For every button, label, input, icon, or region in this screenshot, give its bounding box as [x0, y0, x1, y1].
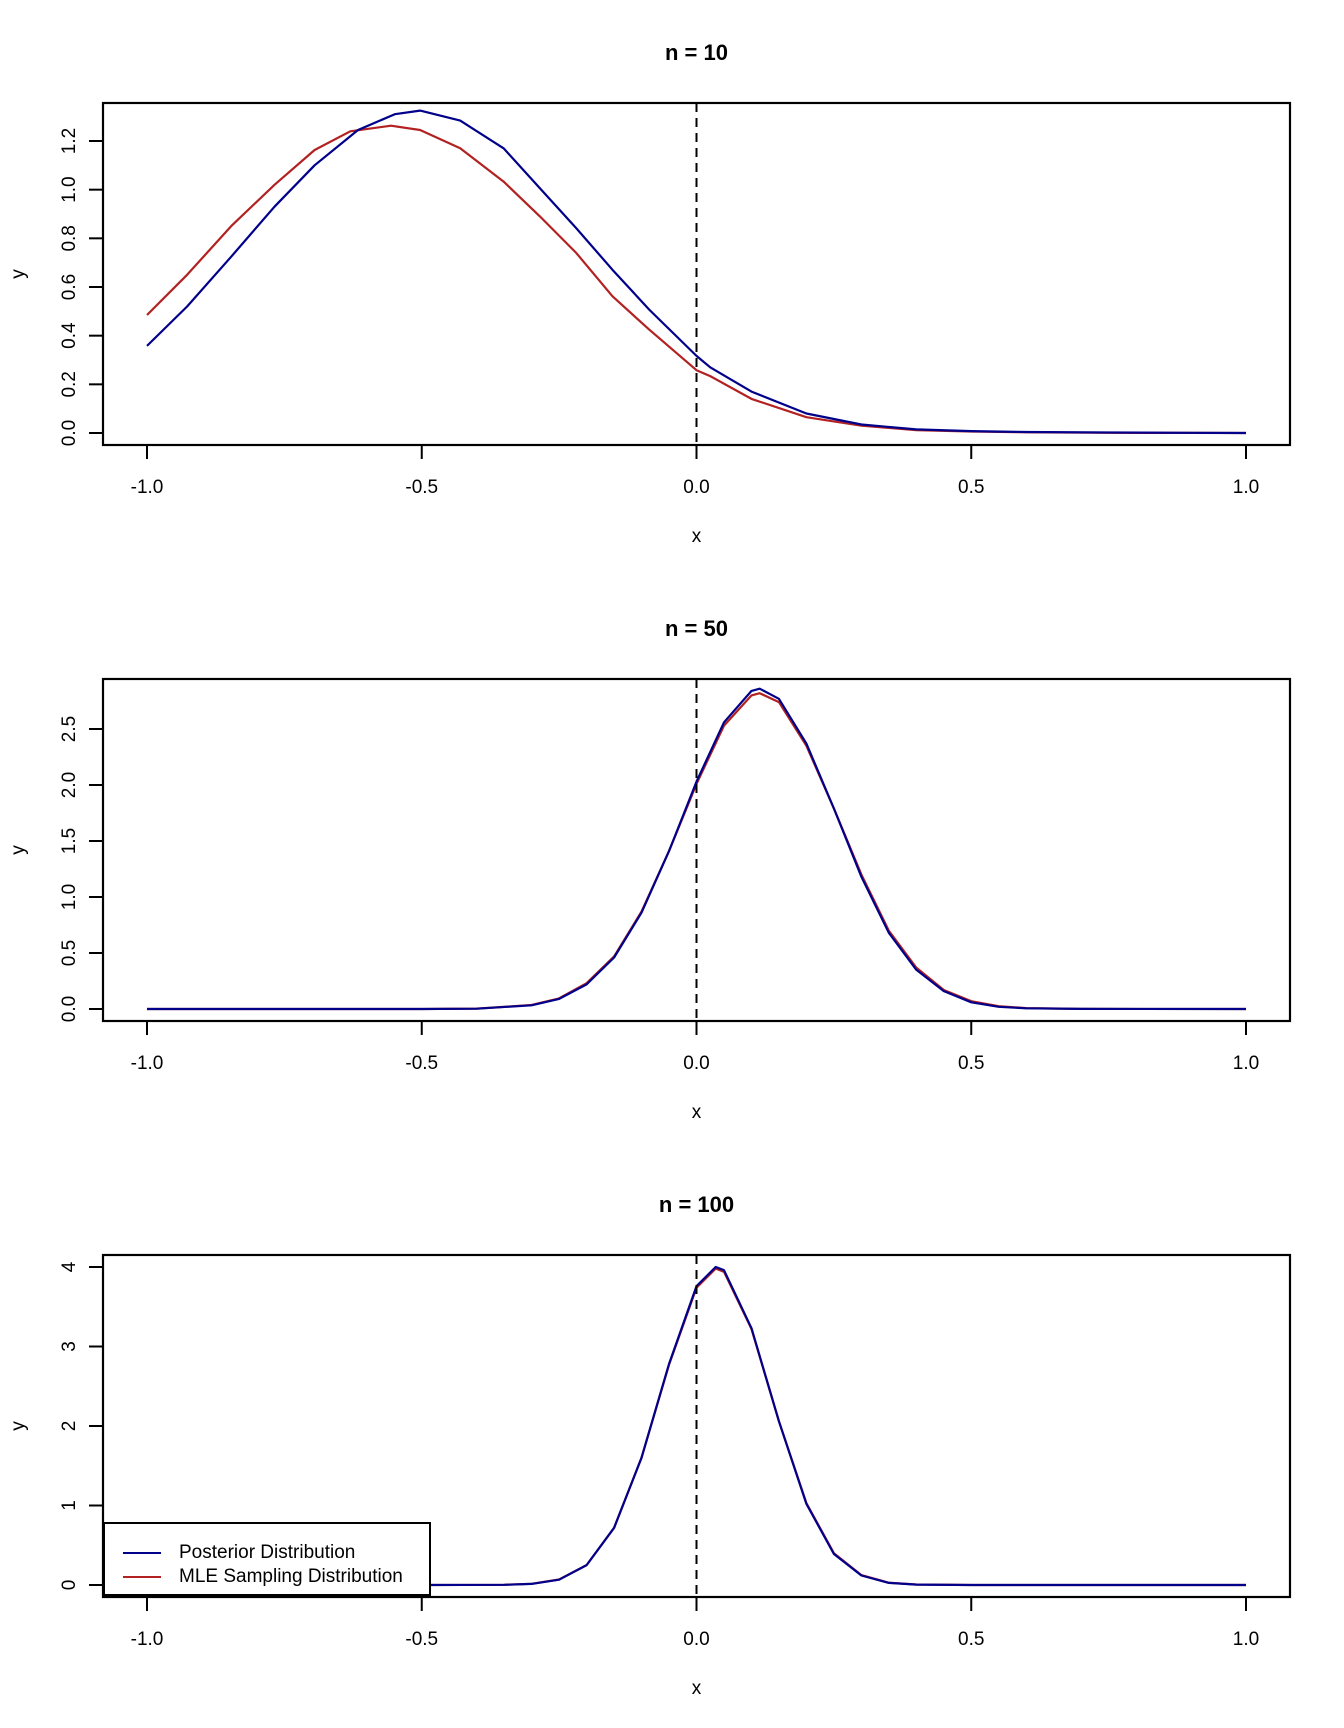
x-tick-label: -0.5 — [405, 1629, 438, 1650]
legend-item-posterior: Posterior Distribution — [105, 1541, 429, 1565]
posterior-curve — [147, 1265, 1246, 1587]
x-tick-label: -0.5 — [405, 477, 438, 498]
y-axis-label: y — [8, 845, 29, 855]
y-tick-label: 0.2 — [59, 371, 80, 397]
mle-line-swatch-icon — [123, 1576, 161, 1578]
legend-label: Posterior Distribution — [179, 1542, 356, 1563]
x-axis-label: x — [691, 1102, 702, 1123]
y-tick-label: 1.5 — [59, 828, 80, 854]
x-tick-label: -1.0 — [131, 1629, 164, 1650]
plot-area: -1.0 -0.5 0.0 0.5 1.0 0.0 0.2 0.4 0.6 0.8 1.0 1.2 — [59, 101, 1292, 498]
x-tick-label: -0.5 — [405, 1053, 438, 1074]
y-tick-label: 1.2 — [59, 128, 80, 154]
x-tick-label: 1.0 — [1233, 1629, 1259, 1650]
y-axis-label: y — [8, 269, 29, 279]
x-tick-label: 0.5 — [958, 1629, 984, 1650]
posterior-curve — [147, 687, 1247, 1011]
panel-title: n = 10 — [665, 40, 728, 65]
x-tick-label: 1.0 — [1233, 477, 1259, 498]
panel-n100: n = 100 -1.0 -0.5 0.0 0.5 1.0 0 1 2 3 4 y x Poste… — [0, 1152, 1344, 1728]
legend: Posterior Distribution MLE Sampling Dist… — [103, 1522, 431, 1596]
x-tick-label: 0.5 — [958, 1053, 984, 1074]
y-axis-label: y — [8, 1421, 29, 1431]
legend-item-mle: MLE Sampling Distribution — [105, 1565, 429, 1589]
y-tick-label: 1.0 — [59, 884, 80, 910]
y-tick-label: 0 — [59, 1580, 80, 1591]
x-tick-label: 0.0 — [683, 1053, 709, 1074]
y-tick-label: 2.0 — [59, 772, 80, 798]
x-tick-label: 0.0 — [683, 1629, 709, 1650]
y-tick-label: 4 — [59, 1261, 80, 1272]
x-tick-label: -1.0 — [131, 1053, 164, 1074]
x-axis-label: x — [691, 526, 702, 547]
y-tick-label: 0.0 — [59, 996, 80, 1022]
x-tick-label: 0.5 — [958, 477, 984, 498]
plot-area: -1.0 -0.5 0.0 0.5 1.0 0 1 2 3 4 — [59, 1253, 1292, 1650]
x-tick-label: -1.0 — [131, 477, 164, 498]
y-tick-label: 0.8 — [59, 225, 80, 251]
y-tick-label: 0.6 — [59, 274, 80, 300]
posterior-curve — [146, 109, 1247, 435]
y-tick-label: 0.0 — [59, 420, 80, 446]
x-tick-label: 1.0 — [1233, 1053, 1259, 1074]
x-tick-label: 0.0 — [683, 477, 709, 498]
posterior-line-swatch-icon — [123, 1552, 161, 1554]
y-tick-label: 2 — [59, 1421, 80, 1432]
y-tick-label: 1.0 — [59, 176, 80, 202]
panel-n10: n = 10 -1.0 -0.5 0.0 0.5 1.0 0.0 0.2 0.4 0.6 0.8 1… — [0, 0, 1344, 576]
plot-area: -1.0 -0.5 0.0 0.5 1.0 0.0 0.5 1.0 1.5 2.0 2.5 — [59, 677, 1292, 1074]
x-axis-label: x — [691, 1678, 702, 1699]
y-tick-label: 0.4 — [59, 322, 80, 349]
y-tick-label: 0.5 — [59, 940, 80, 966]
y-tick-label: 1 — [59, 1500, 80, 1511]
panel-title: n = 100 — [658, 1192, 735, 1217]
y-tick-label: 3 — [59, 1341, 80, 1352]
y-tick-label: 2.5 — [59, 716, 80, 742]
legend-label: MLE Sampling Distribution — [179, 1566, 403, 1587]
panel-title: n = 50 — [665, 616, 728, 641]
panel-n50: n = 50 -1.0 -0.5 0.0 0.5 1.0 0.0 0.5 1.0 1.5 2.0 2… — [0, 576, 1344, 1152]
